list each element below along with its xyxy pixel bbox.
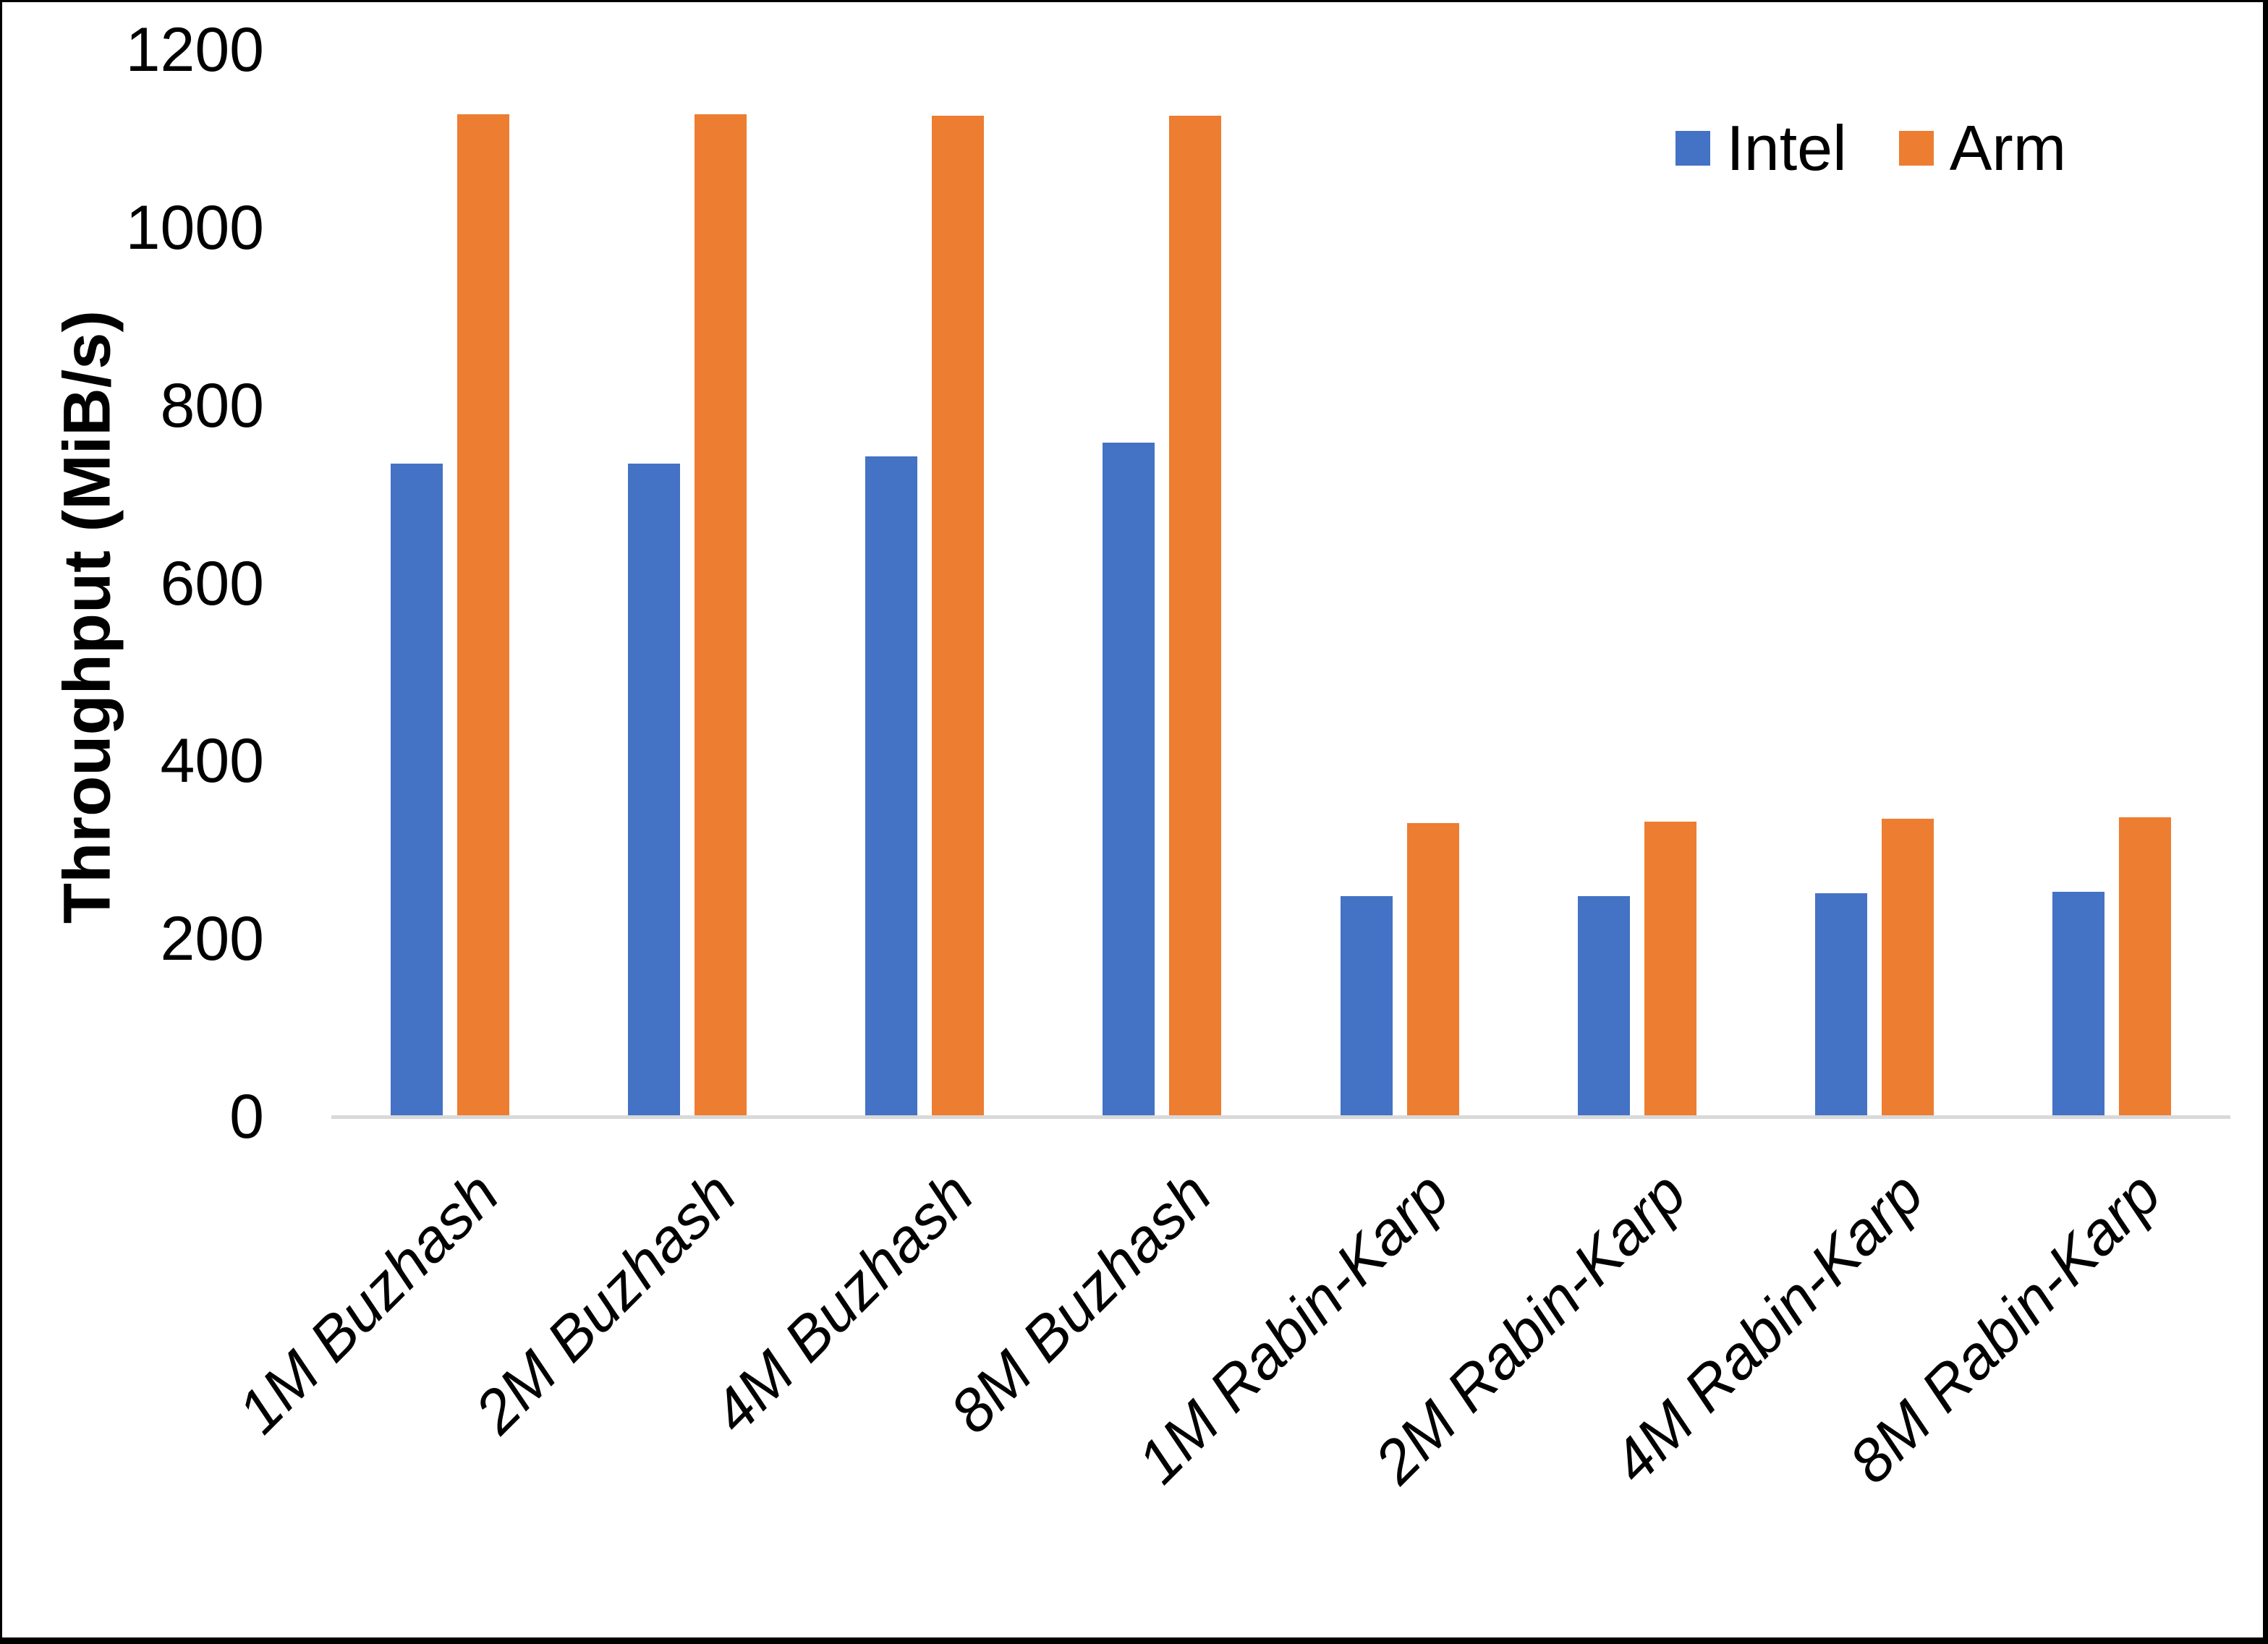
- legend-label-arm: Arm: [1949, 112, 2066, 184]
- legend-swatch-arm: [1898, 131, 1934, 166]
- y-axis-tick-label: 800: [160, 370, 265, 440]
- bar-arm-1m-rabin-karp: [1406, 823, 1459, 1117]
- y-axis-tick-label: 0: [229, 1082, 264, 1151]
- bar-arm-4m-rabin-karp: [1881, 819, 1934, 1117]
- legend-label-intel: Intel: [1726, 112, 1847, 184]
- bar-intel-2m-rabin-karp: [1577, 896, 1630, 1117]
- legend-swatch-intel: [1675, 131, 1711, 166]
- legend-item-intel: Intel: [1675, 112, 1847, 184]
- x-axis-line: [331, 1115, 2230, 1119]
- y-axis-tick-label: 600: [160, 548, 265, 618]
- y-axis-tick-label: 200: [160, 904, 265, 974]
- legend-item-arm: Arm: [1898, 112, 2066, 184]
- bar-arm-1m-buzhash: [457, 114, 510, 1117]
- bar-intel-1m-buzhash: [391, 463, 443, 1117]
- bar-arm-2m-buzhash: [695, 114, 747, 1117]
- bar-intel-8m-rabin-karp: [2052, 892, 2105, 1117]
- bar-intel-8m-buzhash: [1103, 443, 1155, 1117]
- y-axis-tick-label: 1000: [125, 192, 264, 263]
- bar-intel-2m-buzhash: [628, 463, 681, 1117]
- bar-arm-8m-rabin-karp: [2118, 817, 2171, 1117]
- bar-arm-8m-buzhash: [1169, 115, 1222, 1117]
- y-axis-title: Throughput (MiB/s): [50, 310, 124, 924]
- bar-arm-4m-buzhash: [932, 115, 985, 1117]
- y-axis-tick-label: 400: [160, 726, 265, 796]
- bar-arm-2m-rabin-karp: [1644, 821, 1696, 1117]
- bar-intel-4m-rabin-karp: [1814, 893, 1867, 1117]
- y-axis-tick-label: 1200: [125, 15, 264, 85]
- bar-intel-1m-rabin-karp: [1340, 896, 1393, 1117]
- bar-intel-4m-buzhash: [865, 456, 918, 1117]
- legend: Intel Arm: [1675, 116, 2066, 180]
